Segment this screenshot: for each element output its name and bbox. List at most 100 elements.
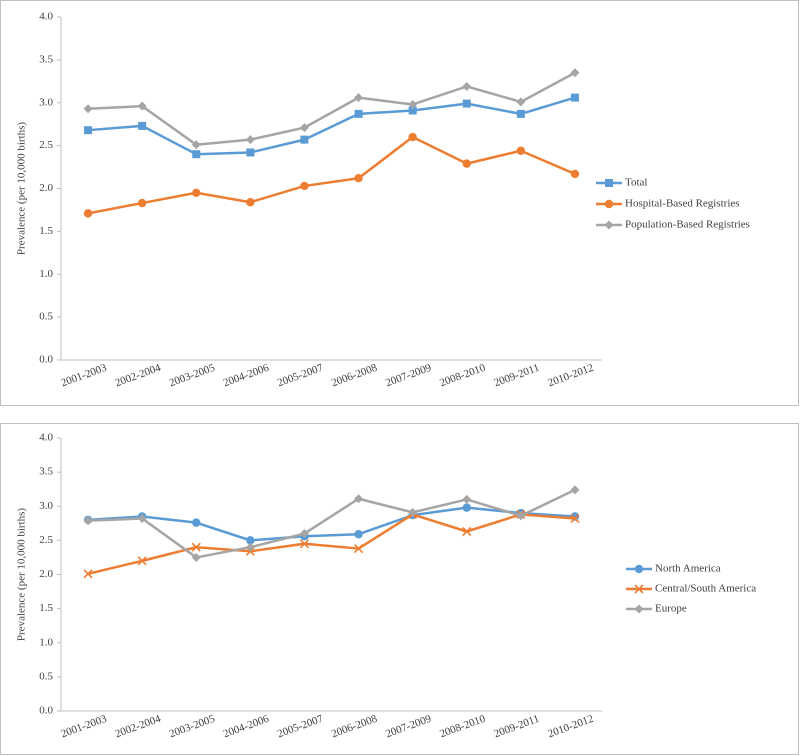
x-tick-label: 2003-2005 bbox=[168, 713, 217, 741]
data-point bbox=[137, 556, 147, 566]
data-point bbox=[354, 109, 363, 118]
data-point bbox=[299, 529, 309, 539]
x-tick-label: 2004-2006 bbox=[222, 713, 271, 741]
y-tick-label: 1.5 bbox=[39, 602, 53, 614]
data-point bbox=[462, 81, 472, 91]
data-point bbox=[245, 135, 255, 145]
data-point bbox=[300, 181, 309, 191]
data-point bbox=[191, 542, 201, 552]
data-point bbox=[137, 514, 147, 524]
legend-label: North America bbox=[655, 563, 721, 575]
data-point bbox=[84, 126, 93, 135]
y-tick-label: 4.0 bbox=[39, 11, 53, 23]
legend-marker bbox=[634, 584, 644, 594]
y-tick-label: 4.0 bbox=[39, 432, 53, 444]
y-tick-label: 0.5 bbox=[39, 670, 53, 682]
y-axis-label: Prevalence (per 10,000 births) bbox=[16, 508, 28, 642]
series-line bbox=[87, 96, 576, 156]
chart-frame bbox=[0, 0, 799, 406]
data-point bbox=[408, 106, 417, 115]
y-tick-label: 0.5 bbox=[39, 311, 53, 323]
data-point bbox=[137, 198, 147, 208]
legend-label: Europe bbox=[655, 603, 687, 615]
y-tick-label: 0.0 bbox=[39, 705, 53, 717]
data-point bbox=[354, 494, 364, 504]
data-point bbox=[462, 503, 471, 512]
series-line bbox=[87, 135, 576, 215]
x-tick-label: 2010-2012 bbox=[546, 362, 595, 390]
data-point bbox=[570, 93, 579, 102]
x-tick-label: 2001-2003 bbox=[59, 713, 108, 741]
data-point bbox=[516, 109, 525, 118]
series-line bbox=[88, 488, 576, 559]
data-point bbox=[138, 121, 147, 130]
data-point bbox=[137, 101, 147, 111]
x-tick-label: 2009-2011 bbox=[492, 713, 541, 740]
y-tick-label: 1.5 bbox=[39, 225, 53, 237]
y-axis-label: Prevalence (per 10,000 births) bbox=[16, 122, 28, 256]
data-point bbox=[191, 552, 201, 562]
data-point bbox=[246, 148, 255, 157]
x-tick-label: 2003-2005 bbox=[168, 362, 217, 390]
x-tick-label: 2001-2003 bbox=[59, 362, 108, 390]
y-tick-label: 2.5 bbox=[39, 139, 53, 151]
y-tick-label: 3.0 bbox=[39, 96, 53, 108]
data-point bbox=[83, 104, 93, 114]
data-point bbox=[299, 539, 310, 549]
legend-marker bbox=[605, 179, 613, 187]
y-tick-label: 3.5 bbox=[39, 53, 53, 65]
data-point bbox=[570, 169, 580, 179]
data-point bbox=[245, 542, 255, 552]
x-tick-label: 2010-2012 bbox=[546, 713, 595, 741]
data-point bbox=[299, 123, 309, 133]
legend-label: Central/South America bbox=[655, 583, 756, 595]
y-tick-label: 3.5 bbox=[39, 466, 53, 478]
x-tick-label: 2007-2009 bbox=[384, 713, 433, 741]
data-point bbox=[83, 516, 93, 526]
data-point bbox=[354, 174, 363, 183]
data-point bbox=[83, 209, 93, 218]
legend-label: Total bbox=[625, 177, 647, 189]
y-tick-label: 0.0 bbox=[39, 354, 53, 366]
y-tick-label: 1.0 bbox=[39, 268, 53, 280]
data-point bbox=[83, 569, 93, 579]
data-point bbox=[192, 188, 201, 197]
data-point bbox=[408, 507, 418, 517]
legend-marker bbox=[604, 220, 614, 230]
data-point bbox=[191, 140, 201, 150]
data-point bbox=[462, 526, 472, 537]
x-tick-label: 2005-2007 bbox=[276, 713, 325, 741]
data-point bbox=[516, 511, 526, 521]
data-point bbox=[246, 198, 255, 207]
data-point bbox=[408, 132, 417, 142]
series-line bbox=[87, 513, 576, 576]
chart-frame bbox=[0, 423, 799, 755]
x-tick-label: 2005-2007 bbox=[276, 362, 325, 390]
y-tick-label: 1.0 bbox=[39, 636, 53, 648]
data-point bbox=[462, 159, 471, 168]
x-tick-label: 2008-2010 bbox=[438, 362, 487, 390]
x-tick-label: 2009-2011 bbox=[492, 362, 541, 389]
y-tick-label: 2.5 bbox=[39, 534, 53, 546]
x-tick-label: 2004-2006 bbox=[222, 362, 271, 390]
legend-marker bbox=[634, 604, 644, 614]
x-tick-label: 2006-2008 bbox=[330, 713, 379, 741]
data-point bbox=[570, 485, 580, 495]
data-point bbox=[354, 530, 363, 539]
data-point bbox=[353, 543, 364, 554]
series-line bbox=[87, 71, 576, 147]
data-point bbox=[516, 146, 526, 155]
x-tick-label: 2002-2004 bbox=[114, 713, 163, 741]
series-line bbox=[87, 506, 576, 542]
x-tick-label: 2006-2008 bbox=[330, 362, 379, 390]
legend-label: Population-Based Registries bbox=[625, 219, 750, 231]
data-point bbox=[570, 513, 580, 524]
legend-label: Hospital-Based Registries bbox=[625, 198, 740, 210]
x-tick-label: 2008-2010 bbox=[438, 713, 487, 741]
data-point bbox=[192, 518, 201, 527]
legend-marker bbox=[634, 564, 644, 574]
data-point bbox=[462, 99, 471, 108]
y-tick-label: 3.0 bbox=[39, 500, 53, 512]
data-point bbox=[246, 536, 255, 545]
